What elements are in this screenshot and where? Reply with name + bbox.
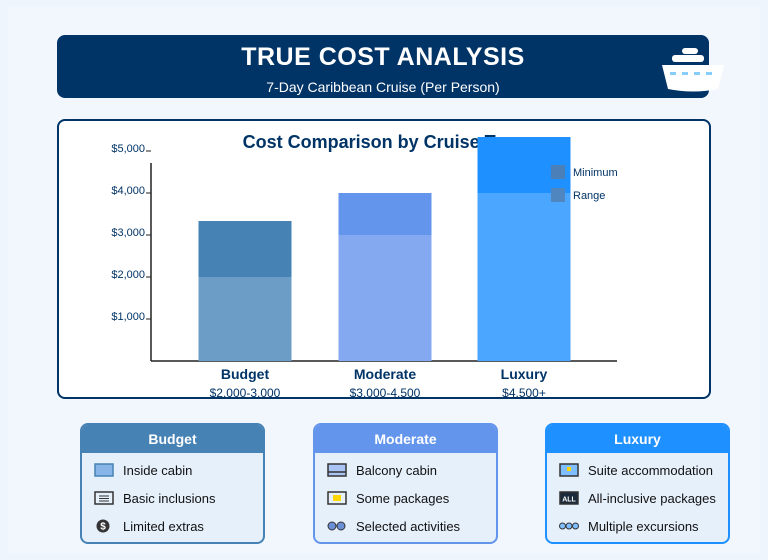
tier-card-moderate: Moderate Balcony cabin Some packages Sel…	[313, 423, 498, 544]
legend-swatch-range	[551, 188, 565, 202]
legend-label: Minimum	[573, 167, 618, 179]
x-range-label: $2,000-3,000	[210, 386, 281, 397]
tier-item-label: Selected activities	[356, 518, 461, 534]
y-tick-label: $5,000	[111, 143, 145, 155]
list-item: Inside cabin	[94, 460, 192, 480]
list-item: Selected activities	[327, 516, 460, 536]
bar-range-budget	[198, 221, 292, 277]
tier-card-budget: Budget Inside cabin Basic inclusions $ L…	[80, 423, 265, 544]
tier-title: Budget	[82, 425, 263, 453]
tier-item-label: Some packages	[356, 490, 450, 506]
list-icon	[94, 490, 114, 506]
tier-item-label: Balcony cabin	[356, 462, 437, 478]
cost-comparison-chart: Cost Comparison by Cruise Type $1,000 $2,…	[111, 132, 618, 397]
excursions-icon	[559, 518, 579, 534]
bar-minimum-moderate	[338, 235, 432, 361]
list-item: Balcony cabin	[327, 460, 437, 480]
tier-item-label: Inside cabin	[123, 462, 193, 478]
chart-title: Cost Comparison by Cruise Type	[243, 132, 526, 152]
legend-label: Range	[573, 190, 605, 202]
suite-icon	[559, 462, 579, 478]
tier-item-label: Multiple excursions	[588, 518, 699, 534]
list-item: Some packages	[327, 488, 449, 508]
tier-title: Luxury	[547, 425, 728, 453]
tier-card-luxury: Luxury Suite accommodation ALL All-inclu…	[545, 423, 730, 544]
balcony-icon	[327, 462, 347, 478]
x-category-label: Luxury	[501, 366, 548, 382]
tier-item-label: Suite accommodation	[588, 462, 714, 478]
dollar-icon: $	[94, 518, 114, 534]
list-item: Multiple excursions	[559, 516, 699, 536]
legend-swatch-minimum	[551, 165, 565, 179]
x-category-label: Moderate	[354, 366, 416, 382]
list-item: Suite accommodation	[559, 460, 713, 480]
chart-card: Cost Comparison by Cruise Type $1,000 $2,…	[57, 119, 711, 399]
all-inclusive-icon: ALL	[559, 490, 579, 506]
header-banner: TRUE COST ANALYSIS 7-Day Caribbean Cruis…	[57, 35, 709, 98]
y-tick-label: $2,000	[111, 269, 145, 281]
tier-item-label: Limited extras	[123, 518, 204, 534]
svg-text:$: $	[100, 522, 106, 533]
activities-icon	[327, 518, 347, 534]
tier-item-label: All-inclusive packages	[588, 490, 716, 506]
page-title: TRUE COST ANALYSIS	[241, 43, 525, 71]
package-icon	[327, 490, 347, 506]
cabin-icon	[94, 462, 114, 478]
x-category-label: Budget	[221, 366, 270, 382]
y-tick-label: $4,000	[111, 185, 145, 197]
bar-minimum-budget	[198, 277, 292, 361]
y-tick-label: $1,000	[111, 311, 145, 323]
cruise-ship-icon	[662, 48, 724, 92]
all-badge-text: ALL	[562, 497, 576, 504]
tier-title: Moderate	[315, 425, 496, 453]
y-tick-label: $3,000	[111, 227, 145, 239]
bar-minimum-luxury	[477, 193, 571, 361]
x-range-label: $3,000-4,500	[350, 386, 421, 397]
list-item: $ Limited extras	[94, 516, 204, 536]
list-item: Basic inclusions	[94, 488, 216, 508]
tier-item-label: Basic inclusions	[123, 490, 216, 506]
x-range-label: $4,500+	[502, 386, 546, 397]
bar-range-moderate	[338, 193, 432, 235]
page-subtitle: 7-Day Caribbean Cruise (Per Person)	[266, 79, 500, 95]
list-item: ALL All-inclusive packages	[559, 488, 716, 508]
